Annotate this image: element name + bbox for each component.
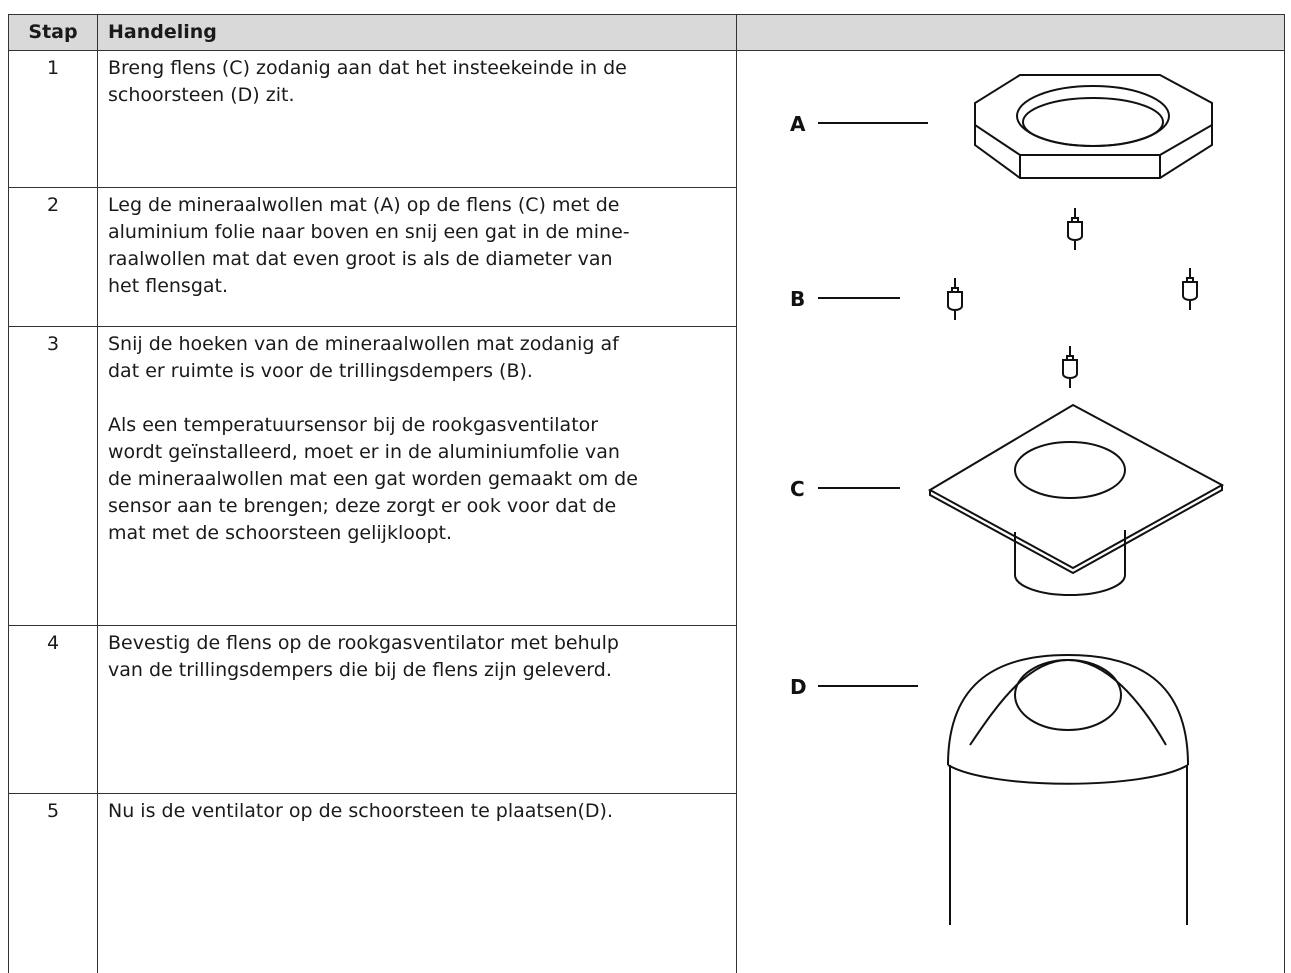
text-line: aluminium folie naar boven en snij een g… bbox=[108, 221, 630, 243]
step-text: Nu is de ventilator op de schoorsteen te… bbox=[97, 793, 737, 973]
text-line: het flensgat. bbox=[108, 275, 229, 297]
step-text: Leg de mineraalwollen mat (A) op de flen… bbox=[97, 187, 737, 327]
diagram-label: D bbox=[790, 675, 807, 699]
diagram-cell bbox=[736, 50, 1285, 973]
text-line: mat met de schoorsteen gelijkloopt. bbox=[108, 522, 453, 544]
table-row: 1 Breng flens (C) zodanig aan dat het ins… bbox=[8, 50, 1285, 973]
text-line: Als een temperatuursensor bij de rookgas… bbox=[108, 414, 599, 436]
steps-table: Stap Handeling 1 Breng flens (C) zodanig … bbox=[8, 14, 1285, 973]
text-line: Snij de hoeken van de mineraalwollen mat… bbox=[108, 333, 619, 355]
step-text: Snij de hoeken van de mineraalwollen mat… bbox=[97, 326, 737, 626]
text-line: Breng flens (C) zodanig aan dat het inst… bbox=[108, 57, 627, 79]
text-line: wordt geïnstalleerd, moet er in de alumi… bbox=[108, 441, 620, 463]
diagram-label: B bbox=[790, 287, 805, 311]
damper bbox=[1182, 268, 1198, 310]
table-row: 5 Nu is de ventilator op de schoorsteen t… bbox=[8, 793, 1285, 973]
table-row: 4 Bevestig de flens op de rookgasventilat… bbox=[8, 625, 1285, 794]
step-number: 4 bbox=[8, 625, 98, 794]
text-line: sensor aan te brengen; deze zorgt er ook… bbox=[108, 495, 617, 517]
text-line: de mineraalwollen mat een gat worden gem… bbox=[108, 468, 638, 490]
diagram-label: C bbox=[790, 477, 805, 501]
damper bbox=[1062, 346, 1078, 388]
text-line: raalwollen mat dat even groot is als de … bbox=[108, 248, 613, 270]
table-row: 2 Leg de mineraalwollen mat (A) op de fle… bbox=[8, 187, 1285, 327]
text-line: van de trillingsdempers die bij de flens… bbox=[108, 659, 612, 681]
step-text: Bevestig de flens op de rookgasventilato… bbox=[97, 625, 737, 794]
damper bbox=[947, 278, 963, 320]
table-row: 3 Snij de hoeken van de mineraalwollen ma… bbox=[8, 326, 1285, 626]
step-text: Breng flens (C) zodanig aan dat het inst… bbox=[97, 50, 737, 188]
text-line: Nu is de ventilator op de schoorsteen te… bbox=[108, 800, 614, 822]
diagram-label: A bbox=[790, 112, 806, 136]
text-line: Leg de mineraalwollen mat (A) op de flen… bbox=[108, 194, 620, 216]
text-line: schoorsteen (D) zit. bbox=[108, 84, 295, 106]
step-number: 2 bbox=[8, 187, 98, 327]
header-cell: Stap bbox=[8, 14, 98, 51]
damper bbox=[1067, 208, 1083, 250]
text-line: dat er ruimte is voor de trillingsdemper… bbox=[108, 360, 533, 382]
step-number: 1 bbox=[8, 50, 98, 188]
text-line: Bevestig de flens op de rookgasventilato… bbox=[108, 632, 619, 654]
